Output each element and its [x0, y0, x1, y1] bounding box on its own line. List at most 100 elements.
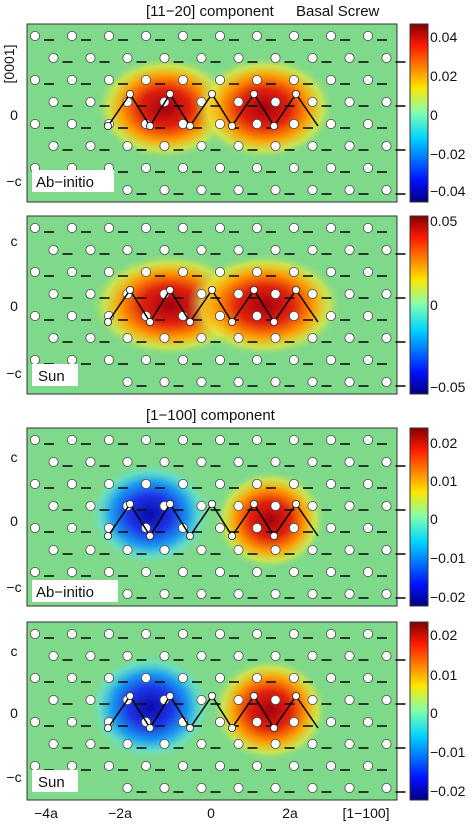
atom-circle	[344, 456, 355, 467]
atom-circle	[344, 184, 355, 195]
atom-circle	[67, 717, 78, 728]
core-atom	[145, 724, 154, 733]
core-arrow	[169, 93, 191, 127]
atom-circle	[196, 140, 207, 151]
atom-circle	[104, 629, 115, 640]
atom-circle	[177, 761, 188, 772]
atom-circle	[288, 119, 299, 130]
core-atom	[104, 122, 113, 131]
atom-circle	[362, 75, 373, 86]
core-atom	[145, 122, 154, 131]
atom-circle	[344, 695, 355, 706]
atom-circle	[344, 651, 355, 662]
atom-circle	[177, 354, 188, 365]
atom-circle	[159, 140, 170, 151]
atom-circle	[362, 717, 373, 728]
panel-4-field	[26, 621, 398, 801]
atom-circle	[214, 478, 225, 489]
atom-circle	[85, 500, 96, 511]
core-atom	[291, 90, 300, 99]
core-atom	[249, 692, 258, 701]
atom-circle	[214, 761, 225, 772]
panel-4-atoms	[29, 629, 406, 794]
atom-circle	[381, 589, 392, 600]
panel-4-cbar-tick-3: 0	[430, 705, 438, 721]
atom-circle	[196, 332, 207, 343]
panel-2-hotspot-right	[187, 253, 343, 357]
core-atom	[227, 532, 236, 541]
atom-circle	[159, 332, 170, 343]
atom-circle	[233, 53, 244, 64]
core-arrow	[231, 503, 255, 537]
atom-circle	[29, 310, 40, 321]
atom-circle	[177, 434, 188, 445]
core-arrow	[189, 503, 213, 537]
atom-circle	[307, 651, 318, 662]
panel-1: Ab−initio [0001] 0 −c 0.04 0.02 0 −0.02 …	[1, 23, 466, 203]
core-atom	[185, 122, 194, 131]
atom-circle	[307, 545, 318, 556]
atom-circle	[104, 523, 115, 534]
panel-3-atoms	[29, 434, 406, 600]
atom-circle	[159, 53, 170, 64]
atom-circle	[307, 140, 318, 151]
atom-circle	[307, 695, 318, 706]
core-atom	[145, 532, 154, 541]
atom-circle	[307, 97, 318, 108]
atom-circle	[344, 589, 355, 600]
atom-circle	[307, 288, 318, 299]
core-atom	[269, 317, 278, 326]
panel-3-field	[26, 427, 398, 607]
atom-circle	[214, 354, 225, 365]
atom-circle	[214, 717, 225, 728]
core-atom	[104, 724, 113, 733]
atom-circle	[29, 761, 40, 772]
atom-circle	[233, 244, 244, 255]
atom-circle	[325, 673, 336, 684]
atom-circle	[159, 456, 170, 467]
atom-circle	[104, 266, 115, 277]
atom-circle	[67, 523, 78, 534]
atom-circle	[196, 589, 207, 600]
panel-2-cbar-tick-3: −0.05	[430, 379, 466, 395]
atom-circle	[344, 244, 355, 255]
atom-circle	[251, 717, 262, 728]
atom-circle	[29, 629, 40, 640]
atom-circle	[307, 53, 318, 64]
panel-2-ytick-bottom: −c	[6, 365, 21, 381]
atom-circle	[233, 288, 244, 299]
atom-circle	[325, 434, 336, 445]
atom-circle	[325, 629, 336, 640]
core-arrow	[253, 93, 275, 127]
core-arrow	[211, 289, 233, 323]
panel-4-cbar-tick-1: 0.02	[430, 627, 457, 643]
atom-circle	[67, 30, 78, 41]
atom-circle	[270, 500, 281, 511]
core-arrow	[149, 289, 171, 323]
atom-circle	[140, 629, 151, 640]
atom-circle	[122, 376, 133, 387]
atom-circle	[233, 739, 244, 750]
atom-circle	[196, 288, 207, 299]
core-atom	[249, 285, 258, 294]
core-arrow	[189, 289, 213, 323]
atom-circle	[251, 354, 262, 365]
panel-3-cbar-tick-2: 0.01	[430, 473, 457, 489]
atom-circle	[233, 651, 244, 662]
atom-circle	[214, 222, 225, 233]
core-arrow	[169, 289, 191, 323]
atom-circle	[67, 761, 78, 772]
atom-circle	[196, 651, 207, 662]
atom-circle	[177, 673, 188, 684]
core-atom	[126, 90, 135, 99]
atom-circle	[85, 332, 96, 343]
atom-circle	[251, 30, 262, 41]
atom-circle	[251, 673, 262, 684]
atom-circle	[233, 97, 244, 108]
panel-2: Sun c 0 −c 0.05 0 −0.05	[6, 213, 465, 395]
atom-circle	[29, 567, 40, 578]
panel-2-ytick-mid: 0	[10, 298, 18, 314]
panel-1-atoms	[29, 30, 406, 195]
atom-circle	[159, 376, 170, 387]
atom-circle	[85, 695, 96, 706]
